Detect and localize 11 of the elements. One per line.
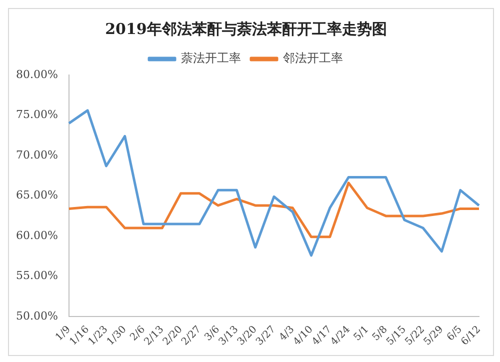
- y-tick-label: 55.00%: [16, 269, 58, 282]
- legend-label: 邻法开工率: [283, 51, 343, 66]
- y-tick-label: 70.00%: [16, 148, 58, 162]
- chart-title: 2019年邻法苯酐与萘法苯酐开工率走势图: [105, 20, 387, 38]
- y-tick-label: 75.00%: [16, 108, 58, 122]
- x-tick-label: 5/1: [352, 324, 372, 344]
- y-tick-label: 50.00%: [16, 309, 58, 322]
- legend-label: 萘法开工率: [181, 51, 241, 66]
- y-tick-label: 65.00%: [16, 188, 58, 202]
- y-tick-label: 80.00%: [16, 68, 58, 81]
- y-tick-label: 60.00%: [16, 228, 58, 242]
